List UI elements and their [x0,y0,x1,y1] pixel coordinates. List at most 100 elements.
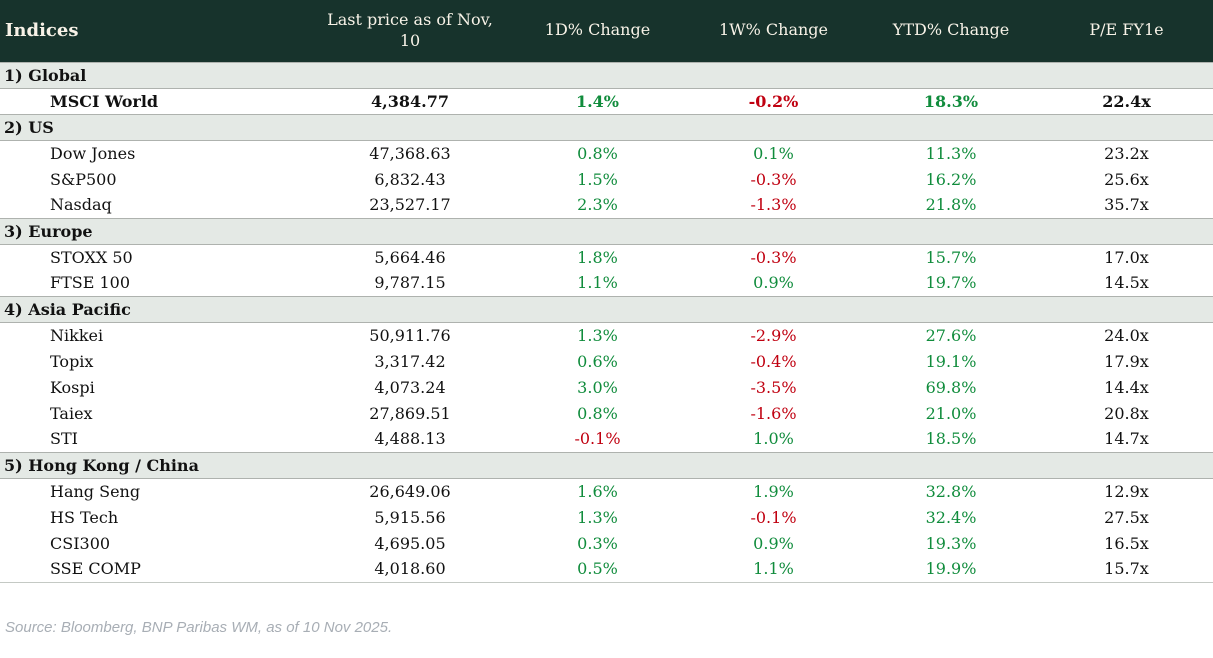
index-row: Taiex 27,869.51 0.8% -1.6% 21.0% 20.8x [0,400,1213,426]
index-name: MSCI World [0,88,310,114]
pe-value: 16.5x [1040,530,1213,556]
change-1w: 0.9% [685,270,862,296]
source-note: Source: Bloomberg, BNP Paribas WM, as of… [5,618,393,636]
change-1d: 0.5% [510,556,685,583]
change-1w: 0.1% [685,140,862,166]
change-1w: -1.3% [685,192,862,218]
index-row: Nikkei 50,911.76 1.3% -2.9% 27.6% 24.0x [0,322,1213,348]
pe-value: 24.0x [1040,322,1213,348]
change-ytd: 18.5% [862,426,1040,452]
change-1d: 1.3% [510,322,685,348]
change-ytd: 19.7% [862,270,1040,296]
last-price: 5,915.56 [310,504,510,530]
change-1d: 0.3% [510,530,685,556]
last-price: 9,787.15 [310,270,510,296]
pe-value: 27.5x [1040,504,1213,530]
change-1d: 0.8% [510,400,685,426]
index-name: CSI300 [0,530,310,556]
change-1w: -3.5% [685,374,862,400]
pe-value: 12.9x [1040,478,1213,504]
last-price: 47,368.63 [310,140,510,166]
index-name: Dow Jones [0,140,310,166]
column-header-indices: Indices [5,20,79,42]
table-header: Indices Last price as of Nov, 10 1D% Cha… [0,0,1213,62]
change-1w: -0.1% [685,504,862,530]
change-1d: 1.5% [510,166,685,192]
change-1w: 0.9% [685,530,862,556]
pe-value: 25.6x [1040,166,1213,192]
section-label: 2) US [4,117,54,137]
column-header-last-price: Last price as of Nov, 10 [327,9,493,50]
index-row: Dow Jones 47,368.63 0.8% 0.1% 11.3% 23.2x [0,140,1213,166]
column-header-1d-change: 1D% Change [544,20,651,40]
change-ytd: 11.3% [862,140,1040,166]
change-1d: 0.6% [510,348,685,374]
index-name: Kospi [0,374,310,400]
last-price: 23,527.17 [310,192,510,218]
table-body: 1) Global MSCI World 4,384.77 1.4% -0.2% 18.3… [0,62,1213,583]
change-ytd: 19.9% [862,556,1040,583]
change-1d: 1.8% [510,244,685,270]
index-row: Hang Seng 26,649.06 1.6% 1.9% 32.8% 12.9x [0,478,1213,504]
change-1w: -0.2% [685,88,862,114]
change-1d: 3.0% [510,374,685,400]
last-price: 4,073.24 [310,374,510,400]
section-row: 3) Europe [0,218,1213,244]
change-ytd: 27.6% [862,322,1040,348]
section-label: 1) Global [4,65,87,85]
change-1d: -0.1% [510,426,685,452]
index-name: Nasdaq [0,192,310,218]
section-row: 5) Hong Kong / China [0,452,1213,478]
change-1w: 1.0% [685,426,862,452]
change-1w: -0.3% [685,166,862,192]
change-ytd: 18.3% [862,88,1040,114]
change-1d: 1.4% [510,88,685,114]
pe-value: 20.8x [1040,400,1213,426]
indices-table: Indices Last price as of Nov, 10 1D% Cha… [0,0,1213,583]
index-row: CSI300 4,695.05 0.3% 0.9% 19.3% 16.5x [0,530,1213,556]
index-name: SSE COMP [0,556,310,583]
change-ytd: 69.8% [862,374,1040,400]
change-ytd: 32.8% [862,478,1040,504]
index-name: Taiex [0,400,310,426]
index-row: Topix 3,317.42 0.6% -0.4% 19.1% 17.9x [0,348,1213,374]
change-1w: -2.9% [685,322,862,348]
index-row: Kospi 4,073.24 3.0% -3.5% 69.8% 14.4x [0,374,1213,400]
last-price: 50,911.76 [310,322,510,348]
index-row: FTSE 100 9,787.15 1.1% 0.9% 19.7% 14.5x [0,270,1213,296]
last-price: 6,832.43 [310,166,510,192]
change-1w: -0.4% [685,348,862,374]
index-name: HS Tech [0,504,310,530]
pe-value: 17.9x [1040,348,1213,374]
change-1w: 1.1% [685,556,862,583]
last-price: 4,488.13 [310,426,510,452]
section-row: 2) US [0,114,1213,140]
pe-value: 35.7x [1040,192,1213,218]
column-header-ytd-change: YTD% Change [892,20,1010,40]
change-ytd: 16.2% [862,166,1040,192]
pe-value: 22.4x [1040,88,1213,114]
last-price: 4,695.05 [310,530,510,556]
last-price: 3,317.42 [310,348,510,374]
column-header-pe-fy1e: P/E FY1e [1089,20,1164,40]
change-1d: 0.8% [510,140,685,166]
pe-value: 14.5x [1040,270,1213,296]
section-row: 1) Global [0,62,1213,88]
last-price: 4,018.60 [310,556,510,583]
index-name: STOXX 50 [0,244,310,270]
section-label: 5) Hong Kong / China [4,455,199,475]
index-name: Nikkei [0,322,310,348]
index-row: HS Tech 5,915.56 1.3% -0.1% 32.4% 27.5x [0,504,1213,530]
change-ytd: 32.4% [862,504,1040,530]
index-row: STOXX 50 5,664.46 1.8% -0.3% 15.7% 17.0x [0,244,1213,270]
column-header-1w-change: 1W% Change [718,20,828,40]
last-price: 5,664.46 [310,244,510,270]
change-1d: 1.6% [510,478,685,504]
index-name: STI [0,426,310,452]
change-ytd: 21.8% [862,192,1040,218]
last-price: 4,384.77 [310,88,510,114]
pe-value: 23.2x [1040,140,1213,166]
pe-value: 14.7x [1040,426,1213,452]
change-1d: 1.1% [510,270,685,296]
index-row: STI 4,488.13 -0.1% 1.0% 18.5% 14.7x [0,426,1213,452]
